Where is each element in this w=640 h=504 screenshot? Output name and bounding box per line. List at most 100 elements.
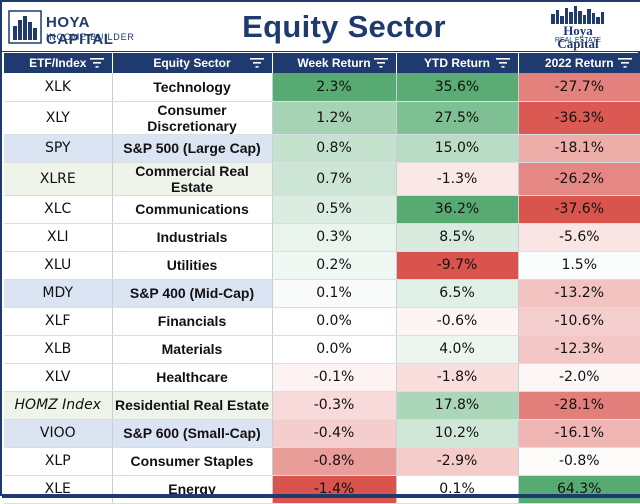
logo-left-line2: INCOME BUILDER [46,32,135,42]
column-header-2022-return[interactable]: 2022 Return [518,53,640,73]
bottom-border [2,494,640,498]
column-header-label: 2022 Return [544,56,614,70]
column-header-label: ETF/Index [29,56,87,70]
cell-week-return: 0.0% [272,335,397,364]
logo-left-line1: HOYA CAPITAL [46,14,114,48]
cell-sector: Technology [112,73,273,102]
cell-week-return: -1.4% [272,475,397,504]
header-row: ETF/Index Equity Sector Week Return YTD Ret… [4,53,640,73]
cell-week-return: 1.2% [272,101,397,135]
cell-week-return: 0.5% [272,195,397,224]
cell-week-return: 0.2% [272,251,397,280]
filter-icon[interactable] [89,58,104,68]
cell-etf: XLY [4,101,113,135]
cell-ytd-return: 6.5% [396,279,519,308]
cell-2022-return: -12.3% [518,335,640,364]
cell-sector: Financials [112,307,273,336]
cell-ytd-return: 35.6% [396,73,519,102]
table-row: XLP Consumer Staples -0.8% -2.9% -0.8% [4,447,640,476]
cell-etf: XLV [4,363,113,392]
table-row: XLI Industrials 0.3% 8.5% -5.6% [4,223,640,252]
cell-sector: S&P 400 (Mid-Cap) [112,279,273,308]
cell-2022-return: -0.8% [518,447,640,476]
cell-etf: XLRE [4,162,113,196]
cell-ytd-return: 17.8% [396,391,519,420]
cell-2022-return: -18.1% [518,134,640,163]
cell-week-return: 0.7% [272,162,397,196]
table-row: XLC Communications 0.5% 36.2% -37.6% [4,195,640,224]
cell-etf: XLF [4,307,113,336]
cell-2022-return: -27.7% [518,73,640,102]
table-row: SPY S&P 500 (Large Cap) 0.8% 15.0% -18.1% [4,134,640,163]
logo-right-line2: REAL ESTATE [554,37,602,44]
cell-etf: MDY [4,279,113,308]
column-header-label: Week Return [297,56,371,70]
cell-etf: XLK [4,73,113,102]
table-row: XLE Energy -1.4% 0.1% 64.3% [4,475,640,504]
cell-2022-return: -37.6% [518,195,640,224]
cell-2022-return: -36.3% [518,101,640,135]
table-row: HOMZ Index Residential Real Estate -0.3% 17… [4,391,640,420]
cell-sector: Communications [112,195,273,224]
cell-2022-return: 64.3% [518,475,640,504]
cell-ytd-return: 36.2% [396,195,519,224]
hoya-capital-income-builder-logo: HOYA CAPITAL INCOME BUILDER [8,8,150,48]
cell-sector: S&P 500 (Large Cap) [112,134,273,163]
column-header-week-return[interactable]: Week Return [272,53,397,73]
table-row: VIOO S&P 600 (Small-Cap) -0.4% 10.2% -16.1% [4,419,640,448]
cell-sector: Consumer Staples [112,447,273,476]
filter-icon[interactable] [495,58,510,68]
table-row: XLRE Commercial Real Estate 0.7% -1.3% -26.2… [4,162,640,196]
cell-ytd-return: 4.0% [396,335,519,364]
cell-ytd-return: 27.5% [396,101,519,135]
cell-2022-return: -26.2% [518,162,640,196]
cell-week-return: 0.0% [272,307,397,336]
cell-week-return: 2.3% [272,73,397,102]
cell-ytd-return: 10.2% [396,419,519,448]
cell-sector: Materials [112,335,273,364]
cell-sector: Healthcare [112,363,273,392]
cell-sector: S&P 600 (Small-Cap) [112,419,273,448]
cell-ytd-return: 8.5% [396,223,519,252]
cell-week-return: 0.3% [272,223,397,252]
cell-week-return: 0.8% [272,134,397,163]
table-row: XLY Consumer Discretionary 1.2% 27.5% -36.3% [4,101,640,135]
cell-week-return: 0.1% [272,279,397,308]
cell-sector: Utilities [112,251,273,280]
cell-sector: Residential Real Estate [112,391,273,420]
column-header-label: YTD Return [424,56,490,70]
cell-sector: Commercial Real Estate [112,162,273,196]
cell-sector: Consumer Discretionary [112,101,273,135]
column-header-ytd-return[interactable]: YTD Return [396,53,519,73]
table-row: XLV Healthcare -0.1% -1.8% -2.0% [4,363,640,392]
cell-etf: XLE [4,475,113,504]
table-row: XLF Financials 0.0% -0.6% -10.6% [4,307,640,336]
city-skyline-icon [8,10,42,44]
cell-etf: XLP [4,447,113,476]
cell-ytd-return: 15.0% [396,134,519,163]
cell-week-return: -0.4% [272,419,397,448]
table-row: XLU Utilities 0.2% -9.7% 1.5% [4,251,640,280]
cell-ytd-return: 0.1% [396,475,519,504]
cell-2022-return: -28.1% [518,391,640,420]
cell-sector: Energy [112,475,273,504]
cell-ytd-return: -1.8% [396,363,519,392]
table-body: XLK Technology 2.3% 35.6% -27.7% XLY Consumer … [4,73,640,504]
sector-performance-table: ETF/Index Equity Sector Week Return YTD Ret… [4,53,640,504]
table-row: MDY S&P 400 (Mid-Cap) 0.1% 6.5% -13.2% [4,279,640,308]
cell-2022-return: -10.6% [518,307,640,336]
filter-icon[interactable] [373,58,388,68]
cell-sector: Industrials [112,223,273,252]
cell-etf: VIOO [4,419,113,448]
column-header-equity-sector[interactable]: Equity Sector [112,53,273,73]
table-row: XLK Technology 2.3% 35.6% -27.7% [4,73,640,102]
cell-ytd-return: -9.7% [396,251,519,280]
filter-icon[interactable] [249,58,264,68]
filter-icon[interactable] [618,58,632,68]
cell-ytd-return: -2.9% [396,447,519,476]
title-bar: HOYA CAPITAL INCOME BUILDER Equity Secto… [2,2,640,90]
column-header-etf-index[interactable]: ETF/Index [4,53,113,73]
cell-etf: XLC [4,195,113,224]
cell-etf: SPY [4,134,113,163]
